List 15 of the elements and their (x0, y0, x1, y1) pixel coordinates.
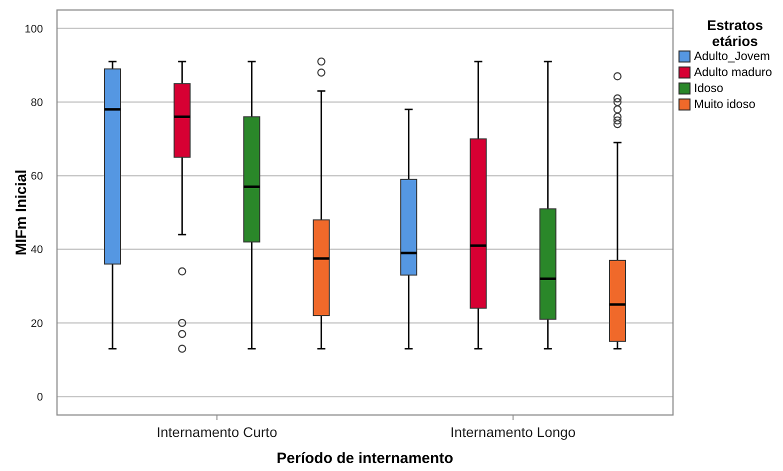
legend-label: Muito idoso (694, 97, 756, 112)
x-axis-title: Período de internamento (276, 450, 454, 467)
y-tick-label: 0 (36, 391, 43, 404)
legend-label: Adulto maduro (694, 65, 772, 80)
y-axis-title: MIFm Inicial (13, 170, 30, 256)
y-tick-label: 20 (30, 318, 43, 330)
legend-label: Adulto_Jovem (694, 49, 770, 64)
x-tick-label: Internamento Longo (450, 424, 576, 440)
y-tick-label: 100 (24, 23, 43, 36)
y-tick-label: 60 (30, 170, 43, 183)
y-tick-label: 80 (30, 96, 43, 109)
y-tick-label: 40 (30, 244, 43, 256)
legend-title: Estratos etários (706, 17, 764, 49)
x-tick-label: Internamento Curto (156, 424, 278, 440)
legend-label: Idoso (694, 81, 724, 96)
